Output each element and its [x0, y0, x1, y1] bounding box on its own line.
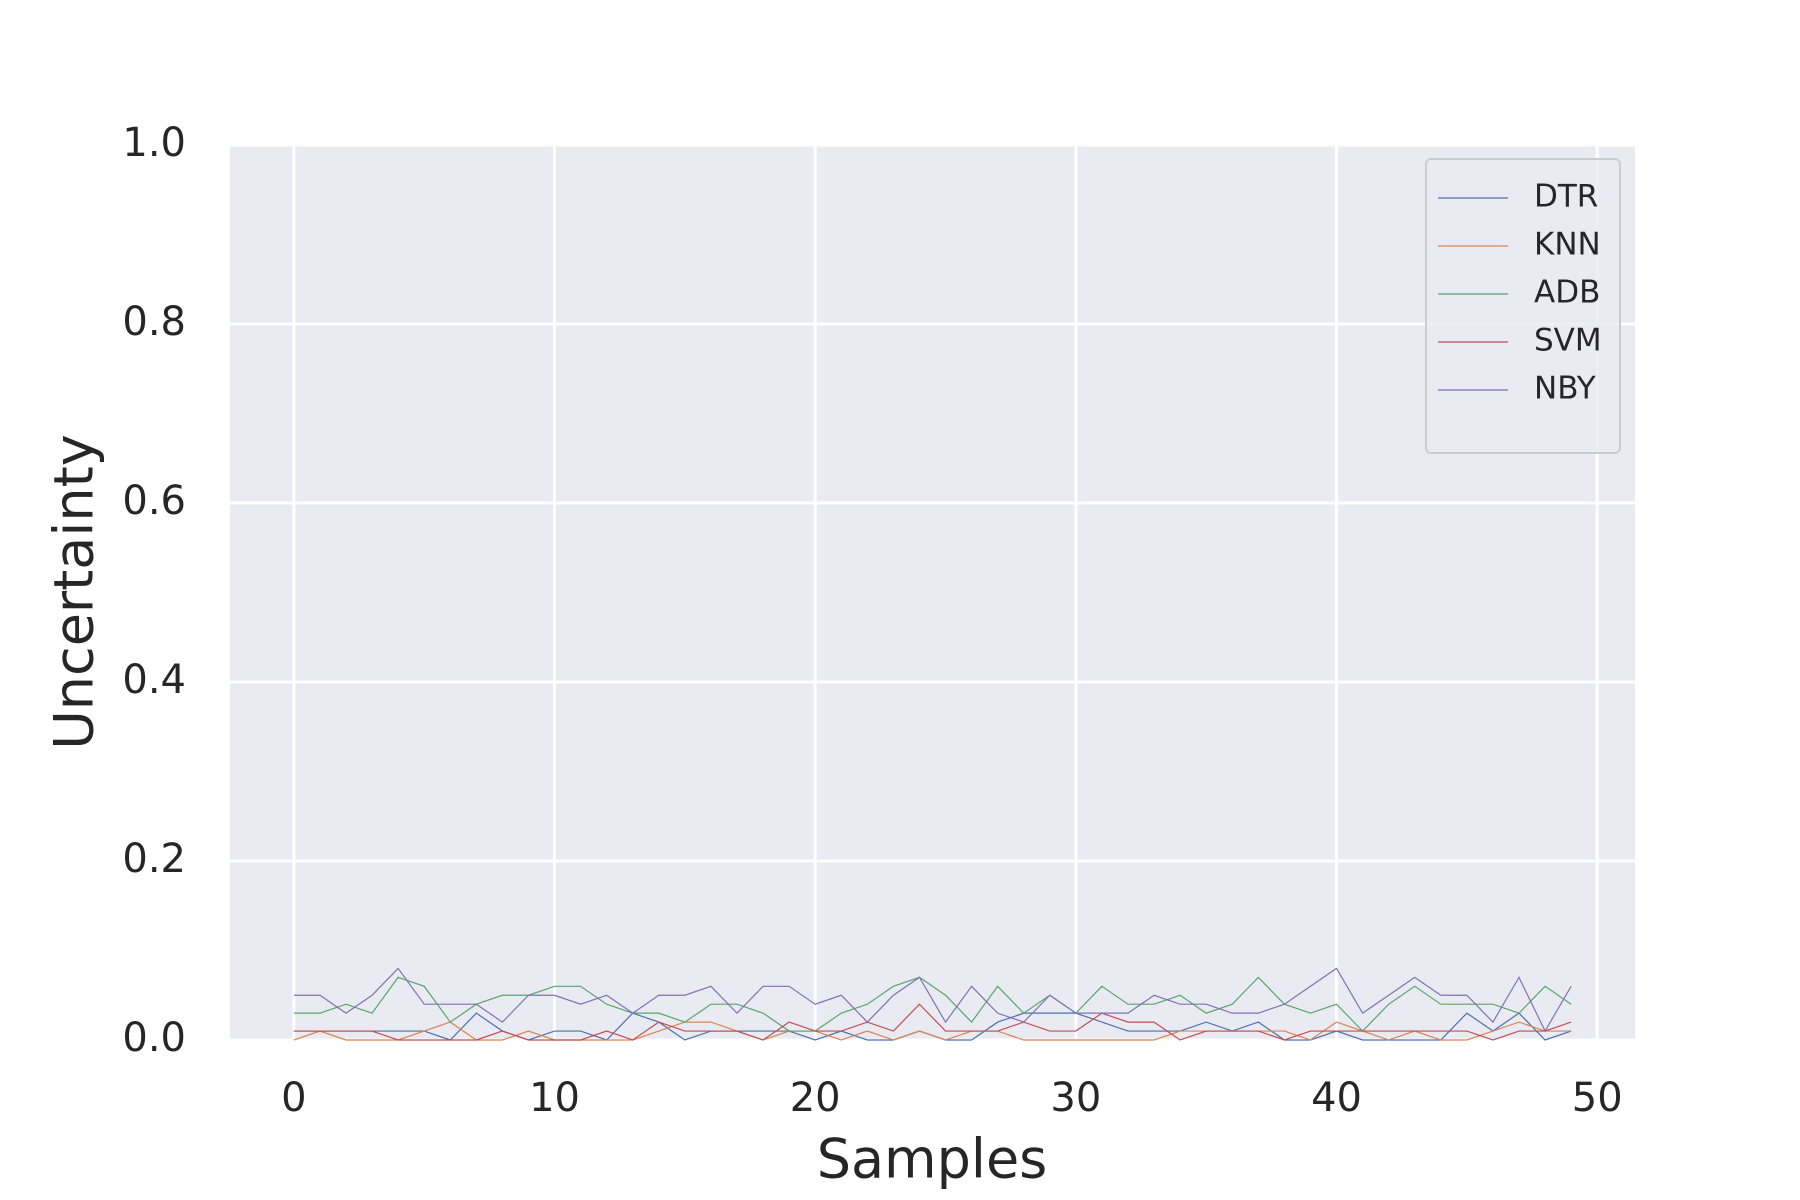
- y-axis-label: Uncertainty: [43, 434, 106, 749]
- legend-box: [1425, 158, 1621, 454]
- x-tick-label: 30: [1050, 1075, 1101, 1121]
- legend-label: KNN: [1534, 227, 1601, 263]
- data-line: [293, 967, 1572, 1033]
- x-tick-label: 0: [281, 1075, 306, 1121]
- legend-label: SVM: [1534, 323, 1602, 359]
- y-tick-label: 0.6: [122, 478, 186, 524]
- legend-label: NBY: [1534, 371, 1596, 407]
- x-tick-label: 50: [1572, 1075, 1623, 1121]
- y-tick-label: 0.4: [122, 657, 186, 703]
- x-tick-label: 40: [1311, 1075, 1362, 1121]
- y-tick-label: 0.2: [122, 836, 186, 882]
- x-axis-label: Samples: [817, 1128, 1048, 1191]
- data-line: [293, 976, 1572, 1032]
- y-tick-label: 0.8: [122, 299, 186, 345]
- data-line: [293, 1003, 1572, 1041]
- x-tick-label: 10: [529, 1075, 580, 1121]
- data-line: [293, 1021, 1572, 1041]
- legend-label: ADB: [1534, 275, 1600, 311]
- plot-area: [230, 145, 1635, 1040]
- legend-label: DTR: [1534, 179, 1598, 215]
- y-tick-label: 0.0: [122, 1015, 186, 1061]
- y-tick-label: 1.0: [122, 120, 186, 166]
- x-tick-label: 20: [790, 1075, 841, 1121]
